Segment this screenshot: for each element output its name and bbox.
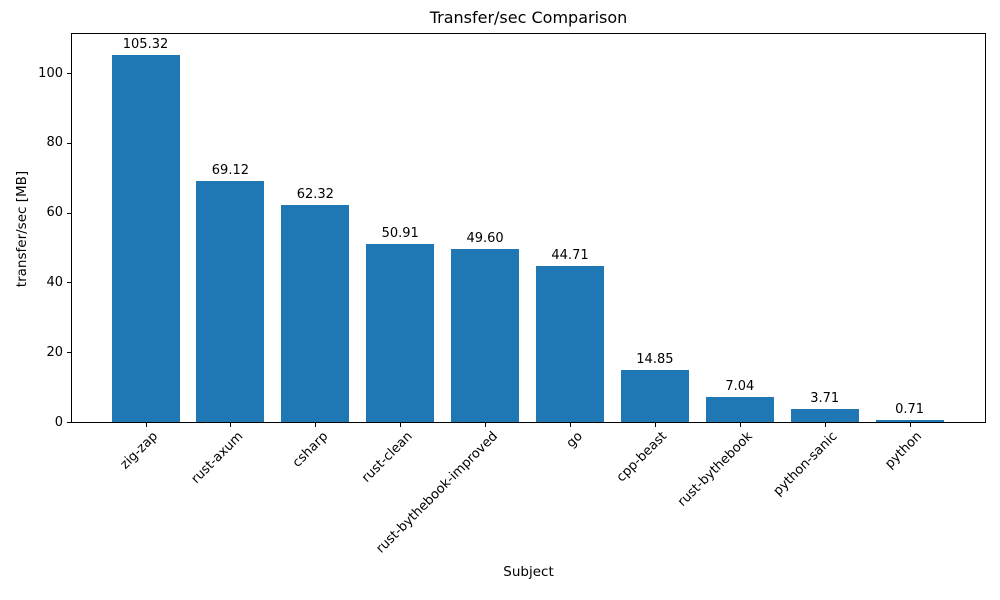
bar-value-label: 49.60 bbox=[466, 230, 504, 246]
x-tick-label: rust-axum bbox=[188, 429, 247, 487]
x-tick-mark bbox=[485, 423, 487, 427]
bar bbox=[451, 248, 520, 422]
bar-value-label: 44.71 bbox=[551, 248, 589, 264]
y-tick-mark bbox=[67, 282, 71, 284]
bar-value-label: 7.04 bbox=[725, 379, 755, 395]
bar bbox=[366, 244, 435, 422]
bar-value-label: 62.32 bbox=[296, 186, 334, 202]
x-tick-mark bbox=[315, 423, 317, 427]
y-tick-mark bbox=[67, 352, 71, 354]
bar-value-label: 69.12 bbox=[211, 162, 249, 178]
y-tick-label: 80 bbox=[46, 135, 63, 151]
y-tick-label: 40 bbox=[46, 274, 63, 290]
x-tick-label: go bbox=[563, 429, 586, 452]
y-tick-mark bbox=[67, 73, 71, 75]
bar-value-label: 50.91 bbox=[381, 226, 419, 242]
x-tick-mark bbox=[400, 423, 402, 427]
x-tick-label: cpp-beast bbox=[614, 429, 671, 486]
bar-value-label: 0.71 bbox=[895, 401, 925, 417]
x-tick-mark bbox=[230, 423, 232, 427]
x-tick-mark bbox=[654, 423, 656, 427]
bar bbox=[620, 370, 689, 422]
y-tick-label: 100 bbox=[38, 65, 63, 81]
x-tick-label: csharp bbox=[289, 429, 331, 471]
y-tick-mark bbox=[67, 422, 71, 423]
bar-value-label: 105.32 bbox=[122, 36, 169, 52]
bar bbox=[111, 54, 180, 422]
bar bbox=[790, 409, 859, 422]
x-tick-mark bbox=[570, 423, 571, 427]
bar bbox=[536, 266, 604, 422]
y-tick-mark bbox=[67, 142, 71, 144]
x-tick-mark bbox=[824, 423, 826, 427]
y-tick-mark bbox=[67, 212, 71, 214]
bar bbox=[281, 204, 350, 422]
bar bbox=[875, 419, 944, 422]
x-tick-label: zig-zap bbox=[117, 429, 162, 473]
bar-value-label: 3.71 bbox=[810, 391, 840, 407]
chart-title: Transfer/sec Comparison bbox=[429, 8, 628, 27]
y-tick-label: 20 bbox=[46, 344, 63, 360]
x-axis-label: Subject bbox=[503, 564, 554, 580]
x-tick-label: rust-bythebook bbox=[674, 429, 756, 510]
y-tick-label: 60 bbox=[46, 205, 63, 221]
bar bbox=[705, 397, 774, 422]
y-axis-label: transfer/sec [MB] bbox=[14, 170, 30, 288]
x-tick-mark bbox=[739, 423, 741, 427]
x-tick-mark bbox=[145, 423, 147, 427]
x-tick-label: rust-clean bbox=[359, 429, 416, 486]
x-tick-mark bbox=[909, 423, 911, 427]
x-tick-label: python bbox=[882, 429, 926, 472]
y-tick-label: 0 bbox=[54, 414, 63, 430]
bar bbox=[196, 180, 265, 422]
x-tick-label: python-sanic bbox=[770, 429, 841, 499]
bar-value-label: 14.85 bbox=[636, 352, 674, 368]
